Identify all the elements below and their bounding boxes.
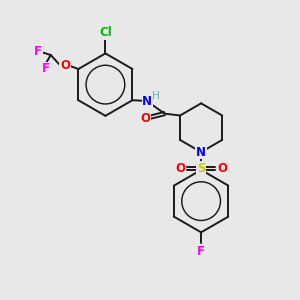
Text: O: O bbox=[175, 162, 185, 175]
Text: N: N bbox=[142, 95, 152, 108]
Text: H: H bbox=[152, 92, 160, 101]
Text: S: S bbox=[197, 162, 206, 175]
Text: O: O bbox=[217, 162, 227, 175]
Text: F: F bbox=[34, 45, 42, 58]
Text: O: O bbox=[60, 59, 70, 72]
Text: F: F bbox=[41, 62, 50, 75]
Text: Cl: Cl bbox=[99, 26, 112, 39]
Text: N: N bbox=[196, 146, 206, 159]
Text: F: F bbox=[197, 245, 205, 258]
Text: O: O bbox=[140, 112, 150, 125]
